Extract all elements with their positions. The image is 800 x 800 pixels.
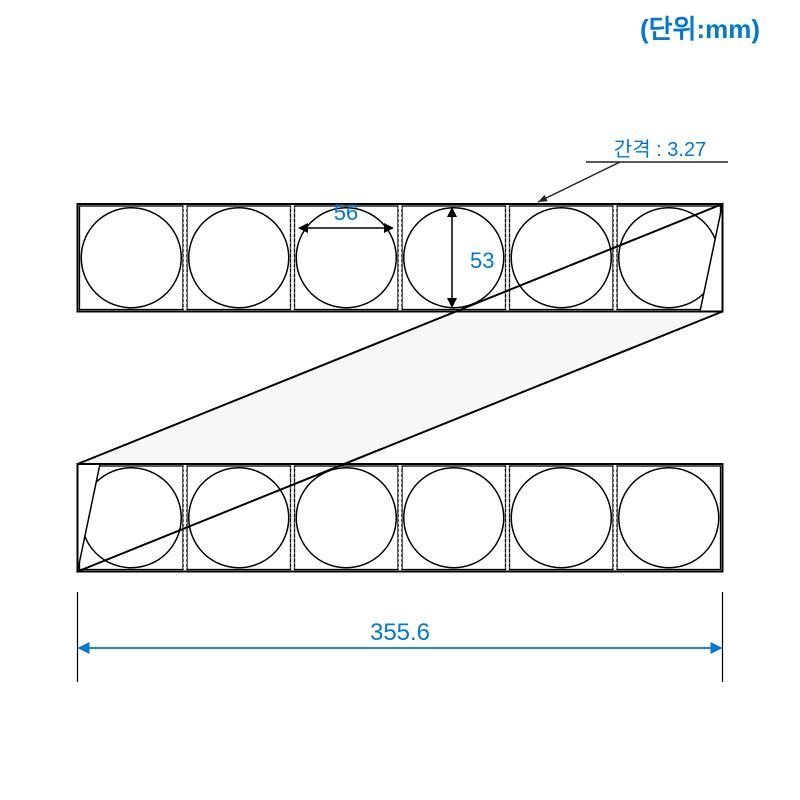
unit-label: (단위:mm) [640, 14, 760, 44]
label-circle [189, 208, 289, 308]
arrowhead [711, 642, 723, 654]
top-row [78, 204, 723, 312]
label-circle [296, 468, 396, 568]
label-circle [511, 468, 611, 568]
arrowhead [78, 642, 90, 654]
label-circle [189, 468, 289, 568]
label-circle [404, 468, 504, 568]
label-circle [511, 208, 611, 308]
dim-53-label: 53 [470, 248, 494, 273]
dim-56-label: 56 [334, 200, 358, 225]
label-circle [619, 468, 719, 568]
dim-total-label: 355.6 [370, 619, 430, 646]
diagram-canvas: (단위:mm) 간격 : 3.27 56 53 355.6 [0, 0, 800, 800]
gap-leader [538, 162, 620, 202]
gap-label: 간격 : 3.27 [614, 138, 706, 161]
label-circle [81, 208, 181, 308]
bottom-row [78, 464, 723, 572]
gap-leader-arrowhead [538, 195, 548, 202]
